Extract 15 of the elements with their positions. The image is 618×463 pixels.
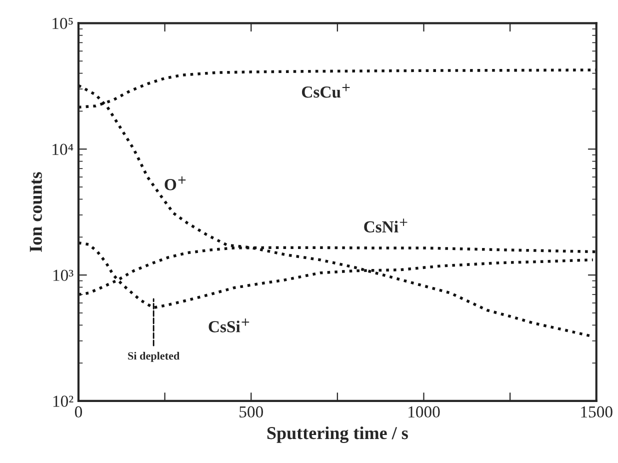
series-label: CsNi$^{+}$ (364, 218, 408, 232)
x-tick-label: 1000 (408, 406, 440, 418)
annotation: Si depleted (128, 352, 180, 362)
y-tick-label: 10⁵ (52, 18, 73, 30)
y-axis-title: Ion counts (30, 172, 42, 252)
x-tick-label: 500 (240, 406, 263, 418)
x-axis-title: Sputtering time / s (267, 426, 408, 444)
x-tick-label: 0 (74, 406, 82, 418)
y-tick-label: 10⁴ (52, 144, 74, 156)
y-tick-label: 10³ (53, 270, 74, 281)
series-label: CsCu$^{+}$ (302, 84, 350, 98)
series-label: O$^{+}$ (164, 176, 186, 190)
y-tick-label: 10² (53, 396, 74, 407)
series-label: CsSi$^{+}$ (208, 318, 250, 332)
x-tick-label: 1500 (581, 406, 612, 418)
